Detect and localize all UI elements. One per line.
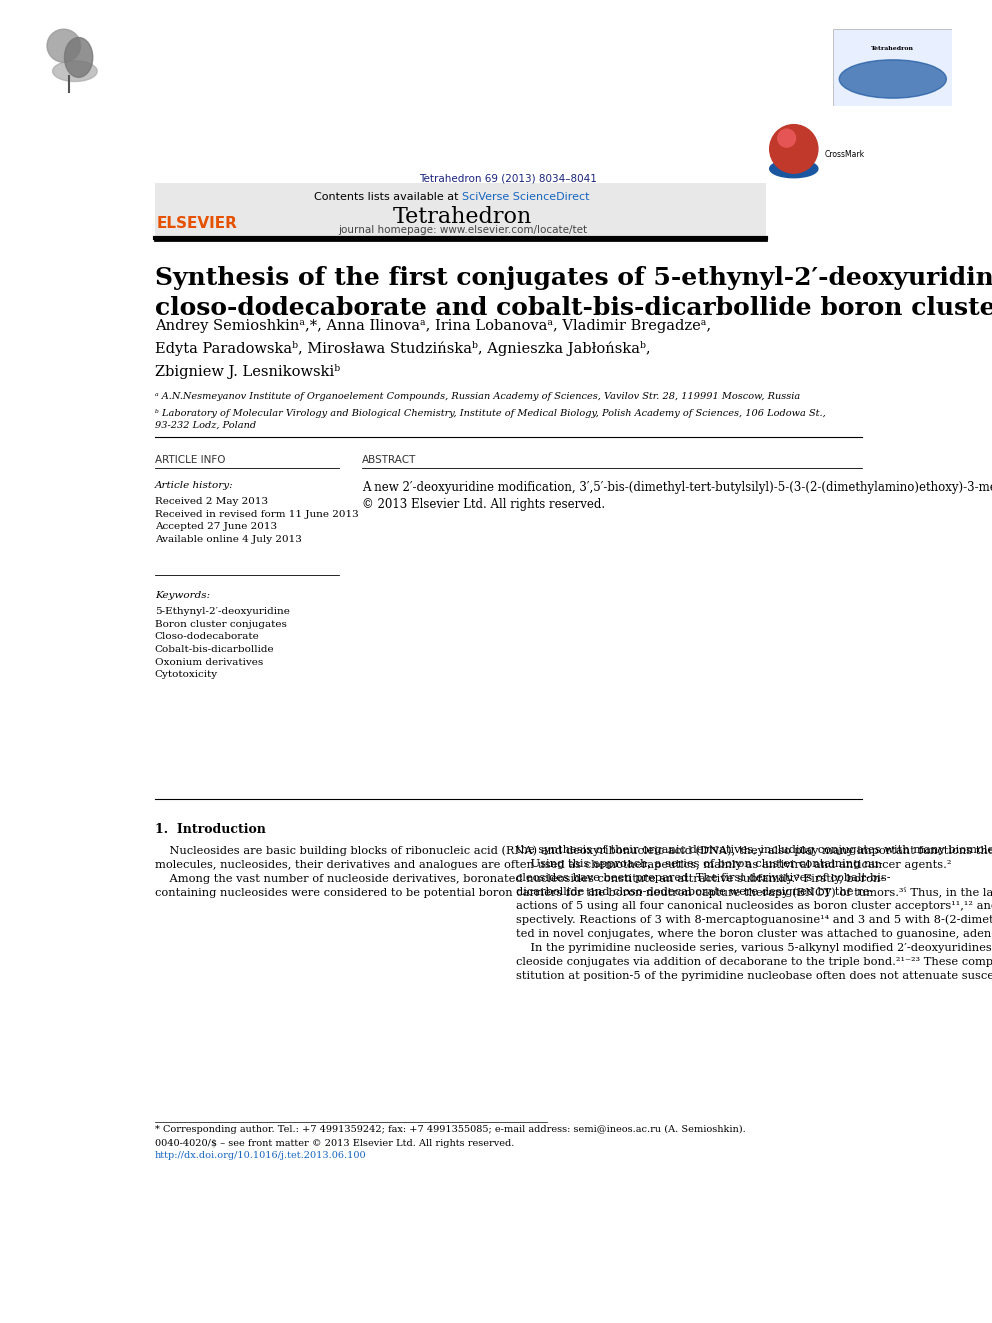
Text: the synthesis of their organic derivatives, including conjugates with many biomo: the synthesis of their organic derivativ… bbox=[516, 845, 992, 980]
Text: Nucleosides are basic building blocks of ribonucleic acid (RNA) and deoxyribonuc: Nucleosides are basic building blocks of… bbox=[155, 845, 992, 898]
Text: ᵇ Laboratory of Molecular Virology and Biological Chemistry, Institute of Medica: ᵇ Laboratory of Molecular Virology and B… bbox=[155, 409, 825, 430]
Text: journal homepage: www.elsevier.com/locate/tet: journal homepage: www.elsevier.com/locat… bbox=[337, 225, 587, 235]
Circle shape bbox=[778, 130, 796, 147]
Text: CrossMark: CrossMark bbox=[824, 149, 864, 159]
Text: SciVerse ScienceDirect: SciVerse ScienceDirect bbox=[462, 192, 590, 202]
Text: Tetrahedron 69 (2013) 8034–8041: Tetrahedron 69 (2013) 8034–8041 bbox=[420, 173, 597, 183]
Text: Zbigniew J. Lesnikowskiᵇ: Zbigniew J. Lesnikowskiᵇ bbox=[155, 364, 340, 378]
Ellipse shape bbox=[53, 61, 97, 82]
Text: Andrey Semioshkinᵃ,*, Anna Ilinovaᵃ, Irina Lobanovaᵃ, Vladimir Bregadzeᵃ,: Andrey Semioshkinᵃ,*, Anna Ilinovaᵃ, Iri… bbox=[155, 319, 711, 332]
Text: Edyta Paradowskaᵇ, Mirosława Studzińskaᵇ, Agnieszka Jabłońskaᵇ,: Edyta Paradowskaᵇ, Mirosława Studzińskaᵇ… bbox=[155, 341, 651, 356]
Text: ELSEVIER: ELSEVIER bbox=[157, 216, 237, 230]
Ellipse shape bbox=[47, 29, 80, 62]
Text: Contents lists available at: Contents lists available at bbox=[314, 192, 462, 202]
Ellipse shape bbox=[64, 37, 93, 77]
Text: Synthesis of the first conjugates of 5-ethynyl-2′-deoxyuridine with
closo-dodeca: Synthesis of the first conjugates of 5-e… bbox=[155, 266, 992, 320]
Text: * Corresponding author. Tel.: +7 4991359242; fax: +7 4991355085; e-mail address:: * Corresponding author. Tel.: +7 4991359… bbox=[155, 1125, 746, 1134]
Text: Keywords:: Keywords: bbox=[155, 590, 210, 599]
Text: 1.  Introduction: 1. Introduction bbox=[155, 823, 266, 836]
Text: Tetrahedron: Tetrahedron bbox=[871, 46, 915, 50]
Text: ABSTRACT: ABSTRACT bbox=[362, 455, 417, 466]
Text: http://dx.doi.org/10.1016/j.tet.2013.06.100: http://dx.doi.org/10.1016/j.tet.2013.06.… bbox=[155, 1151, 366, 1160]
Text: A new 2′-deoxyuridine modification, 3′,5′-bis-(dimethyl-tert-butylsilyl)-5-(3-(2: A new 2′-deoxyuridine modification, 3′,5… bbox=[362, 480, 992, 512]
Text: ᵃ A.N.Nesmeyanov Institute of Organoelement Compounds, Russian Academy of Scienc: ᵃ A.N.Nesmeyanov Institute of Organoelem… bbox=[155, 392, 800, 401]
FancyBboxPatch shape bbox=[155, 183, 766, 238]
Text: 5-Ethynyl-2′-deoxyuridine
Boron cluster conjugates
Closo-dodecaborate
Cobalt-bis: 5-Ethynyl-2′-deoxyuridine Boron cluster … bbox=[155, 607, 290, 679]
FancyBboxPatch shape bbox=[833, 29, 952, 106]
Text: ARTICLE INFO: ARTICLE INFO bbox=[155, 455, 225, 466]
Text: Article history:: Article history: bbox=[155, 480, 233, 490]
Text: 0040-4020/$ – see front matter © 2013 Elsevier Ltd. All rights reserved.: 0040-4020/$ – see front matter © 2013 El… bbox=[155, 1139, 514, 1148]
Ellipse shape bbox=[770, 160, 817, 177]
Circle shape bbox=[770, 124, 817, 173]
Text: Received 2 May 2013
Received in revised form 11 June 2013
Accepted 27 June 2013
: Received 2 May 2013 Received in revised … bbox=[155, 497, 358, 544]
Ellipse shape bbox=[839, 60, 946, 98]
Text: Tetrahedron: Tetrahedron bbox=[393, 205, 532, 228]
